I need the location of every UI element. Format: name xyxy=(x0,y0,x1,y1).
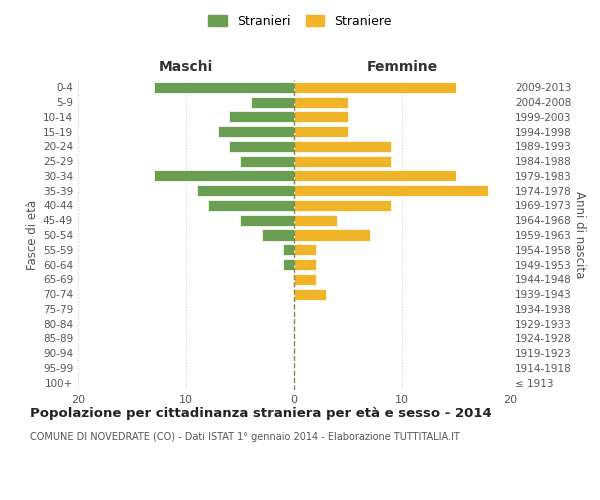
Legend: Stranieri, Straniere: Stranieri, Straniere xyxy=(205,11,395,32)
Bar xyxy=(240,156,294,166)
Bar xyxy=(294,82,456,93)
Bar xyxy=(294,244,316,256)
Text: Femmine: Femmine xyxy=(367,60,437,74)
Bar xyxy=(154,170,294,181)
Y-axis label: Anni di nascita: Anni di nascita xyxy=(572,192,586,278)
Text: COMUNE DI NOVEDRATE (CO) - Dati ISTAT 1° gennaio 2014 - Elaborazione TUTTITALIA.: COMUNE DI NOVEDRATE (CO) - Dati ISTAT 1°… xyxy=(30,432,460,442)
Bar xyxy=(197,185,294,196)
Bar xyxy=(294,259,316,270)
Y-axis label: Fasce di età: Fasce di età xyxy=(26,200,39,270)
Bar xyxy=(294,288,326,300)
Bar xyxy=(218,126,294,137)
Bar xyxy=(208,200,294,211)
Bar xyxy=(229,141,294,152)
Bar xyxy=(251,96,294,108)
Bar xyxy=(294,156,391,166)
Text: Popolazione per cittadinanza straniera per età e sesso - 2014: Popolazione per cittadinanza straniera p… xyxy=(30,408,492,420)
Bar xyxy=(294,200,391,211)
Bar xyxy=(294,126,348,137)
Bar xyxy=(283,259,294,270)
Bar xyxy=(294,96,348,108)
Bar xyxy=(262,230,294,240)
Bar xyxy=(294,214,337,226)
Bar xyxy=(283,244,294,256)
Bar xyxy=(294,230,370,240)
Bar xyxy=(294,170,456,181)
Bar xyxy=(240,214,294,226)
Bar xyxy=(154,82,294,93)
Bar xyxy=(294,112,348,122)
Bar xyxy=(229,112,294,122)
Bar xyxy=(294,185,488,196)
Bar xyxy=(294,141,391,152)
Text: Maschi: Maschi xyxy=(159,60,213,74)
Bar xyxy=(294,274,316,285)
